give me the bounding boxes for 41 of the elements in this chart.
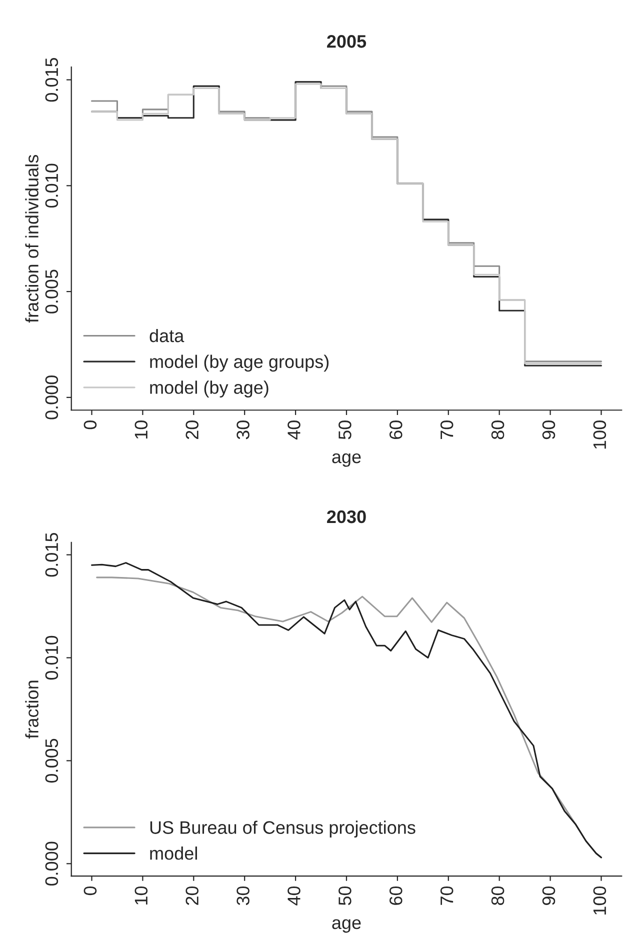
legend-label: model (by age) bbox=[150, 380, 268, 398]
y-tick-label: 0.005 bbox=[45, 738, 58, 783]
x-tick-label: 100 bbox=[593, 886, 606, 914]
y-tick-label: 0.000 bbox=[45, 376, 58, 420]
y-tick-label: 0.010 bbox=[45, 164, 58, 208]
legend-label: model bbox=[150, 846, 197, 860]
x-tick-label: 20 bbox=[186, 420, 198, 440]
x-tick-label: 30 bbox=[236, 420, 250, 440]
x-tick-label: 0 bbox=[84, 886, 97, 896]
x-tick-label: 50 bbox=[338, 420, 352, 440]
y-axis-title: fraction bbox=[25, 680, 38, 739]
x-tick-label: 90 bbox=[542, 886, 556, 905]
x-tick-label: 10 bbox=[134, 420, 148, 439]
chart-title: 2030 bbox=[327, 510, 366, 524]
x-tick-label: 40 bbox=[288, 420, 300, 440]
x-tick-label: 50 bbox=[338, 886, 352, 906]
x-tick-label: 80 bbox=[491, 420, 504, 440]
x-axis-title: age bbox=[332, 919, 361, 933]
x-tick-label: 30 bbox=[236, 886, 250, 906]
y-tick-label: 0.015 bbox=[45, 58, 58, 102]
y-tick-label: 0.005 bbox=[45, 270, 58, 314]
y-axis-title: fraction of individuals bbox=[25, 154, 38, 323]
x-tick-label: 40 bbox=[288, 886, 300, 906]
y-tick-label: 0.000 bbox=[45, 842, 58, 886]
x-tick-label: 90 bbox=[542, 420, 556, 440]
y-tick-label: 0.010 bbox=[45, 636, 58, 680]
x-tick-label: 60 bbox=[390, 420, 402, 440]
x-tick-label: 20 bbox=[186, 886, 198, 905]
x-tick-label: 0 bbox=[84, 420, 97, 430]
legend-label: US Bureau of Census projections bbox=[150, 820, 416, 838]
chart-title: 2005 bbox=[327, 35, 366, 48]
x-tick-label: 70 bbox=[440, 886, 454, 905]
x-tick-label: 60 bbox=[390, 886, 402, 905]
x-tick-label: 10 bbox=[134, 886, 148, 904]
legend-label: data bbox=[150, 328, 184, 342]
legend-label: model (by age groups) bbox=[150, 354, 329, 372]
x-tick-label: 70 bbox=[440, 420, 454, 440]
y-tick-label: 0.015 bbox=[45, 532, 58, 577]
x-tick-label: 100 bbox=[593, 420, 606, 449]
x-axis-title: age bbox=[332, 453, 361, 467]
x-tick-label: 80 bbox=[491, 886, 504, 906]
